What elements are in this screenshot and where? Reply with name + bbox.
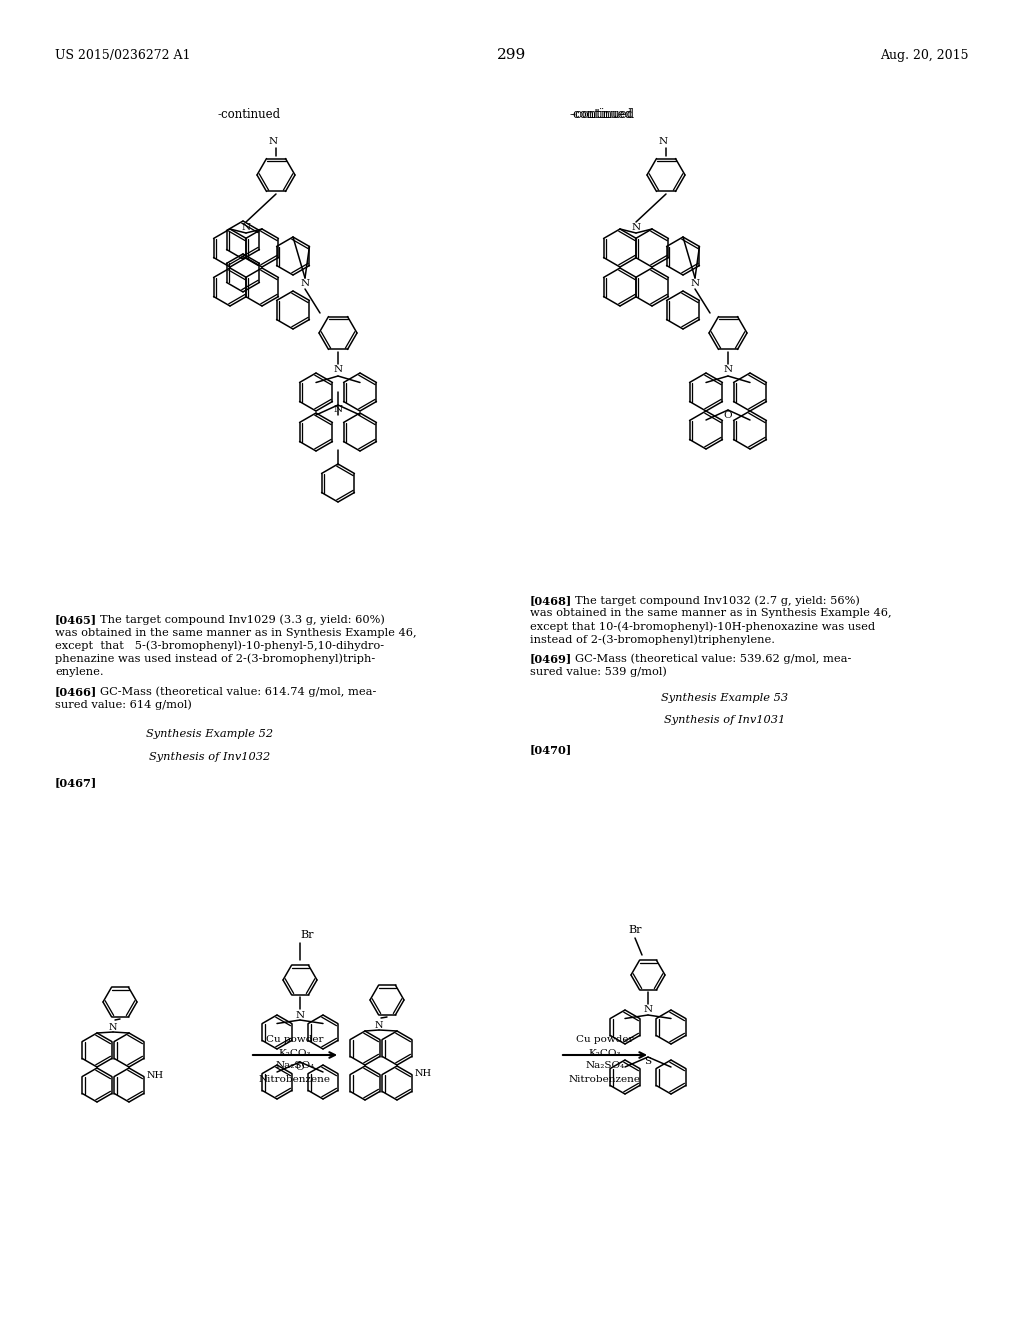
Text: 299: 299 [498, 48, 526, 62]
Text: N: N [723, 366, 732, 375]
Text: K₂CO₃: K₂CO₃ [589, 1048, 622, 1057]
Text: N: N [690, 279, 699, 288]
Text: N: N [658, 137, 668, 147]
Text: [0468]: [0468] [530, 595, 572, 606]
Text: [0465]: [0465] [55, 615, 97, 626]
Text: N: N [375, 1020, 383, 1030]
Text: [0466]: [0466] [55, 686, 97, 697]
Text: [0467]: [0467] [55, 777, 97, 788]
Text: NH: NH [415, 1068, 431, 1077]
Text: Br: Br [628, 925, 641, 935]
Text: except  that   5-(3-bromophenyl)-10-phenyl-5,10-dihydro-: except that 5-(3-bromophenyl)-10-phenyl-… [55, 640, 384, 651]
Text: instead of 2-(3-bromophenyl)triphenylene.: instead of 2-(3-bromophenyl)triphenylene… [530, 634, 775, 644]
Text: -continued: -continued [572, 108, 635, 121]
Text: Br: Br [300, 931, 313, 940]
Text: [0469]: [0469] [530, 653, 572, 664]
Text: S: S [644, 1057, 651, 1067]
Text: O: O [724, 411, 732, 420]
Text: The target compound Inv1032 (2.7 g, yield: 56%): The target compound Inv1032 (2.7 g, yiel… [575, 595, 860, 606]
Text: N: N [334, 366, 343, 375]
Text: sured value: 614 g/mol): sured value: 614 g/mol) [55, 700, 191, 710]
Text: Synthesis Example 52: Synthesis Example 52 [146, 730, 273, 739]
Text: O: O [296, 1063, 304, 1072]
Text: Na₂SO₄: Na₂SO₄ [275, 1061, 314, 1071]
Text: Synthesis of Inv1032: Synthesis of Inv1032 [150, 751, 270, 762]
Text: sured value: 539 g/mol): sured value: 539 g/mol) [530, 667, 667, 677]
Text: N: N [109, 1023, 118, 1031]
Text: N: N [268, 137, 278, 147]
Text: K₂CO₃: K₂CO₃ [279, 1048, 311, 1057]
Text: The target compound Inv1029 (3.3 g, yield: 60%): The target compound Inv1029 (3.3 g, yiel… [100, 615, 385, 626]
Text: was obtained in the same manner as in Synthesis Example 46,: was obtained in the same manner as in Sy… [530, 609, 892, 619]
Text: phenazine was used instead of 2-(3-bromophenyl)triph-: phenazine was used instead of 2-(3-bromo… [55, 653, 375, 664]
Text: N: N [242, 223, 251, 232]
Text: Synthesis of Inv1031: Synthesis of Inv1031 [665, 715, 785, 725]
Text: Nitrobenzene: Nitrobenzene [259, 1074, 331, 1084]
Text: US 2015/0236272 A1: US 2015/0236272 A1 [55, 49, 190, 62]
Text: Na₂SO₄: Na₂SO₄ [586, 1061, 625, 1071]
Text: Cu powder: Cu powder [577, 1035, 634, 1044]
Text: Cu powder: Cu powder [266, 1035, 324, 1044]
Text: GC-Mass (theoretical value: 614.74 g/mol, mea-: GC-Mass (theoretical value: 614.74 g/mol… [100, 686, 377, 697]
Text: Synthesis Example 53: Synthesis Example 53 [662, 693, 788, 704]
Text: Nitrobenzene: Nitrobenzene [569, 1074, 641, 1084]
Text: N: N [632, 223, 641, 232]
Text: except that 10-(4-bromophenyl)-10H-phenoxazine was used: except that 10-(4-bromophenyl)-10H-pheno… [530, 622, 876, 632]
Text: was obtained in the same manner as in Synthesis Example 46,: was obtained in the same manner as in Sy… [55, 628, 417, 638]
Text: N: N [296, 1011, 304, 1019]
Text: -continued: -continued [218, 108, 282, 121]
Text: N: N [334, 405, 343, 414]
Text: enylene.: enylene. [55, 667, 103, 677]
Text: N: N [643, 1006, 652, 1015]
Text: [0470]: [0470] [530, 744, 572, 755]
Text: N: N [300, 279, 309, 288]
Text: -continued: -continued [570, 108, 633, 121]
Text: GC-Mass (theoretical value: 539.62 g/mol, mea-: GC-Mass (theoretical value: 539.62 g/mol… [575, 653, 851, 664]
Text: Aug. 20, 2015: Aug. 20, 2015 [881, 49, 969, 62]
Text: NH: NH [146, 1071, 164, 1080]
